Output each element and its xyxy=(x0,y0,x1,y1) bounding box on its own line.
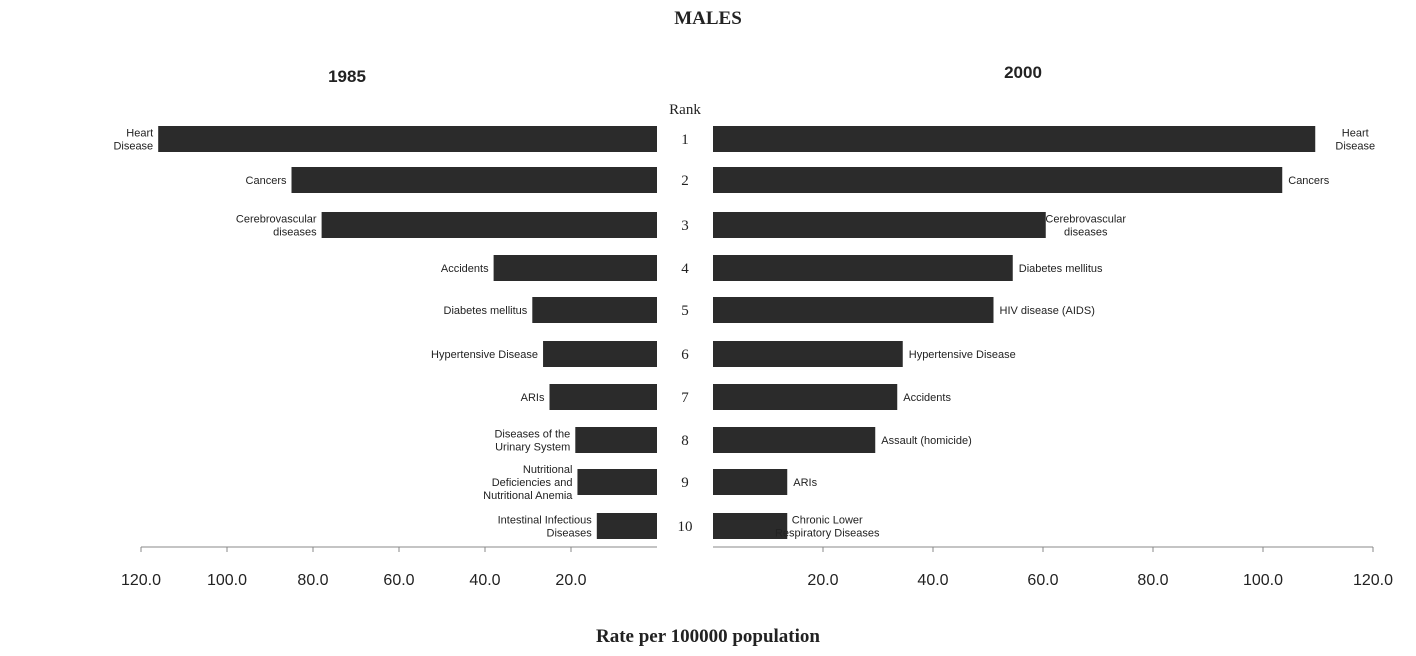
category-label-line: Respiratory Diseases xyxy=(775,528,880,540)
category-label-line: diseases xyxy=(273,227,317,239)
bar-1985 xyxy=(575,427,657,453)
category-label-2000: Diabetes mellitus xyxy=(1019,263,1103,275)
category-label-line: Cancers xyxy=(1288,175,1329,187)
bar-1985 xyxy=(291,167,657,193)
rank-number: 3 xyxy=(681,218,689,234)
category-label-line: Disease xyxy=(1335,141,1375,153)
category-label-line: diseases xyxy=(1064,227,1108,239)
category-label-1985: Diabetes mellitus xyxy=(444,305,528,317)
category-label-1985: Cancers xyxy=(246,175,287,187)
category-label-line: Diabetes mellitus xyxy=(444,305,528,317)
category-label-1985: ARIs xyxy=(521,392,545,404)
bar-1985 xyxy=(596,513,657,539)
bar-1985 xyxy=(493,255,657,281)
x-tick-label-1985: 100.0 xyxy=(207,572,247,589)
x-tick-label-1985: 20.0 xyxy=(555,572,586,589)
rank-number: 6 xyxy=(681,347,689,363)
category-label-line: Nutritional xyxy=(523,464,573,476)
bar-2000 xyxy=(713,167,1283,193)
category-label-line: Disease xyxy=(113,141,153,153)
bar-2000 xyxy=(713,427,876,453)
category-label-line: Assault (homicide) xyxy=(881,435,971,447)
bar-1985 xyxy=(577,469,657,495)
bar-1985 xyxy=(543,341,657,367)
bar-1985 xyxy=(549,384,657,410)
category-label-line: Nutritional Anemia xyxy=(483,490,573,502)
bar-2000 xyxy=(713,297,994,323)
category-label-line: Accidents xyxy=(441,263,489,275)
rank-number: 4 xyxy=(681,261,689,277)
x-tick-label-1985: 120.0 xyxy=(121,572,161,589)
bar-2000 xyxy=(713,255,1013,281)
x-tick-label-1985: 80.0 xyxy=(297,572,328,589)
rank-number: 1 xyxy=(681,132,689,148)
bar-2000 xyxy=(713,126,1316,152)
bar-1985 xyxy=(532,297,657,323)
x-tick-label-2000: 80.0 xyxy=(1137,572,1168,589)
category-label-line: Diseases xyxy=(547,528,593,540)
chart-title: MALES xyxy=(674,8,742,29)
bar-2000 xyxy=(713,513,788,539)
category-label-2000: Accidents xyxy=(903,392,951,404)
x-tick-label-2000: 60.0 xyxy=(1027,572,1058,589)
x-tick-label-2000: 20.0 xyxy=(807,572,838,589)
rank-header: Rank xyxy=(669,102,701,118)
category-label-line: Diseases of the xyxy=(494,429,570,441)
x-tick-label-2000: 100.0 xyxy=(1243,572,1283,589)
bar-2000 xyxy=(713,212,1046,238)
panel-title-1985: 1985 xyxy=(328,67,366,86)
x-tick-label-1985: 60.0 xyxy=(383,572,414,589)
rank-number: 7 xyxy=(681,390,689,406)
category-label-1985: Hypertensive Disease xyxy=(431,349,538,361)
category-label-line: Diabetes mellitus xyxy=(1019,263,1103,275)
category-label-2000: Chronic Lower Respiratory Diseases xyxy=(775,515,880,540)
category-label-2000: Cancers xyxy=(1288,175,1329,187)
category-label-2000: HIV disease (AIDS) xyxy=(1000,305,1095,317)
category-label-line: Chronic Lower xyxy=(792,515,863,527)
category-label-2000: Heart Disease xyxy=(1335,128,1375,153)
category-label-1985: Intestinal Infectious Diseases xyxy=(498,515,593,540)
rank-number: 10 xyxy=(678,519,693,535)
bar-1985 xyxy=(321,212,657,238)
category-label-line: Heart xyxy=(1342,128,1369,140)
bar-1985 xyxy=(158,126,657,152)
x-tick-label-2000: 40.0 xyxy=(917,572,948,589)
category-label-line: Accidents xyxy=(903,392,951,404)
bar-2000 xyxy=(713,469,788,495)
category-label-line: Heart xyxy=(126,128,153,140)
category-label-1985: Diseases of the Urinary System xyxy=(494,429,570,454)
category-label-1985: Nutritional Deficiencies and Nutritional A… xyxy=(483,464,573,502)
x-tick-label-1985: 40.0 xyxy=(469,572,500,589)
rank-number: 9 xyxy=(681,475,689,491)
category-label-line: Cerebrovascular xyxy=(1045,214,1126,226)
category-label-line: Cerebrovascular xyxy=(236,214,317,226)
x-axis-label: Rate per 100000 population xyxy=(596,626,820,647)
category-label-line: Hypertensive Disease xyxy=(909,349,1016,361)
category-label-1985: Heart Disease xyxy=(113,128,153,153)
category-label-line: HIV disease (AIDS) xyxy=(1000,305,1095,317)
category-label-line: ARIs xyxy=(793,477,817,489)
category-label-line: Hypertensive Disease xyxy=(431,349,538,361)
category-label-1985: Cerebrovascular diseases xyxy=(236,214,317,239)
rank-number: 2 xyxy=(681,173,689,189)
category-label-2000: Assault (homicide) xyxy=(881,435,971,447)
category-label-line: Urinary System xyxy=(495,442,570,454)
category-label-2000: ARIs xyxy=(793,477,817,489)
bar-2000 xyxy=(713,384,898,410)
category-label-2000: Cerebrovascular diseases xyxy=(1045,214,1126,239)
rank-number: 5 xyxy=(681,303,689,319)
category-label-line: ARIs xyxy=(521,392,545,404)
category-label-line: Deficiencies and xyxy=(492,477,573,489)
panel-title-2000: 2000 xyxy=(1004,63,1042,82)
x-tick-label-2000: 120.0 xyxy=(1353,572,1393,589)
rank-number: 8 xyxy=(681,433,689,449)
category-label-2000: Hypertensive Disease xyxy=(909,349,1016,361)
category-label-line: Cancers xyxy=(246,175,287,187)
bar-2000 xyxy=(713,341,903,367)
category-label-line: Intestinal Infectious xyxy=(498,515,593,527)
category-label-1985: Accidents xyxy=(441,263,489,275)
